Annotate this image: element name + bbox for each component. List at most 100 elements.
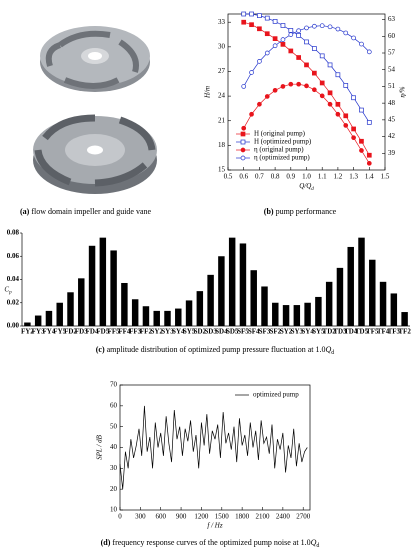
marker [241,19,247,25]
y2-axis-label: η/% [399,86,407,97]
marker [366,152,372,158]
x-tick-label: FD4 [86,328,99,336]
x-tick-label: 1.1 [318,173,327,181]
marker [343,113,349,119]
marker [359,107,364,113]
marker [304,83,309,89]
marker [264,94,270,99]
legend-label: H (original pump) [254,130,306,138]
caption-text: frequency response curves of the optimiz… [112,538,310,547]
x-tick-label: 0.5 [224,173,233,181]
marker [241,11,247,17]
marker [241,125,247,131]
x-tick-label: SY4 [172,328,185,336]
x-tick-label: SY2 [150,328,163,336]
plot-frame [227,13,386,171]
x-axis-label-text: Q/Q [299,182,311,190]
bar [88,245,96,326]
caption-letter: (d) [101,538,111,547]
bar [390,293,398,326]
y-axis-label-text: C [4,285,9,293]
x-tick-label: TD2 [323,328,337,336]
marker [335,101,341,107]
x-tick-label: SF5 [237,328,249,336]
x-tick-label: TF3 [388,328,401,336]
marker [264,15,270,21]
x-tick-label: FD2 [64,328,77,336]
marker [280,84,286,89]
y-tick-label: 40 [110,443,118,451]
marker [351,35,356,41]
bar [325,281,333,326]
legend-label: η (optimized pump) [254,154,310,162]
marker [304,62,309,68]
x-axis-label: f / Hz [207,522,222,530]
y-tick-label: 18 [218,141,226,149]
bar [239,243,247,326]
caption-a: (a) flow domain impeller and guide vane [20,207,152,216]
x-tick-label: SD5 [226,328,239,336]
marker [312,70,317,76]
marker [351,95,356,101]
marker [319,80,325,86]
legend-marker [240,131,246,137]
marker [272,87,278,93]
bar [369,259,376,326]
marker [272,43,278,49]
marker [257,26,262,32]
caption-letter: (b) [264,207,274,216]
y-tick-label: 27 [218,67,226,75]
x-tick-label: SY3 [161,328,174,336]
marker [312,23,317,29]
marker [241,84,247,89]
x-tick-label: SY5 [183,328,196,336]
series-line [243,25,370,87]
bar [153,310,160,326]
x-tick-label: FF5 [108,328,121,336]
marker [272,19,278,24]
marker [335,72,341,78]
marker [312,46,317,51]
x-tick-label: SY2 [280,328,293,336]
marker [280,23,286,28]
bar [315,296,322,326]
x-tick-label: TD4 [344,328,358,336]
x-tick-label: 1800 [235,513,250,521]
x-tick-label: 1.5 [381,173,390,181]
marker [272,36,278,41]
y2-tick-label: 39 [388,149,396,157]
marker [264,31,270,37]
y2-tick-label: 48 [388,99,396,107]
bar [358,237,365,326]
caption: (c) amplitude distribution of optimized p… [96,345,335,357]
bar [110,250,117,326]
bar [228,237,236,326]
marker [280,42,286,47]
y-tick-label: 0.00 [7,322,20,330]
y-axis-label-sub: p [8,290,12,295]
bar [131,299,139,326]
bar [336,267,344,326]
x-tick-label: FY2 [21,328,34,336]
x-tick-label: FF3 [129,328,142,336]
marker [257,59,262,64]
y-tick-label: 33 [218,18,226,26]
series-line [119,405,308,490]
marker [327,62,333,68]
x-tick-label: 1.2 [334,173,343,181]
y2-tick-label: 60 [388,32,396,40]
bar [67,292,74,326]
x-tick-label: 1200 [194,513,209,521]
bar [185,300,193,326]
caption: (d) frequency response curves of the opti… [101,538,320,550]
y2-tick-label: 57 [388,49,396,57]
y-tick-label: 20 [110,485,118,493]
x-tick-label: SY4 [301,328,314,336]
y2-tick-label: 42 [388,132,396,140]
y2-tick-label: 63 [388,15,396,23]
marker [335,26,341,32]
bar [142,306,150,326]
bar [24,322,31,326]
marker [288,81,294,87]
x-tick-label: FY3 [32,328,45,336]
